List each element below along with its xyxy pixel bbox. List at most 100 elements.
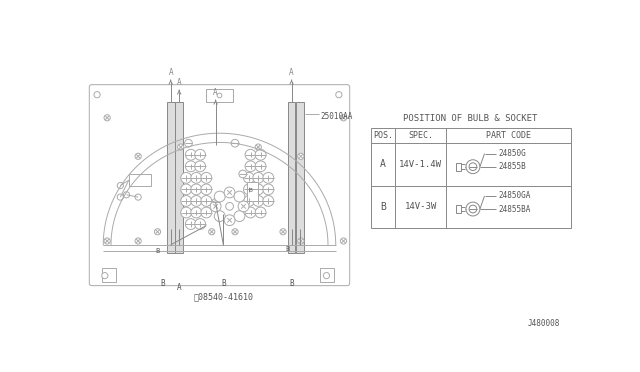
Circle shape	[226, 202, 234, 210]
Circle shape	[195, 219, 205, 230]
Circle shape	[94, 92, 100, 98]
Circle shape	[104, 238, 110, 244]
Circle shape	[178, 144, 184, 150]
Circle shape	[180, 184, 191, 195]
Circle shape	[234, 211, 245, 222]
Circle shape	[245, 150, 256, 160]
Bar	[371, 128, 571, 228]
Circle shape	[180, 196, 191, 206]
Circle shape	[224, 215, 235, 225]
Bar	[167, 102, 175, 253]
Circle shape	[104, 115, 110, 121]
Circle shape	[117, 194, 124, 200]
Circle shape	[135, 238, 141, 244]
Text: A: A	[213, 88, 218, 97]
Circle shape	[253, 196, 264, 206]
Circle shape	[280, 229, 286, 235]
Text: POS.: POS.	[373, 131, 393, 140]
Bar	[288, 102, 296, 253]
Text: A: A	[177, 283, 182, 292]
Circle shape	[191, 196, 202, 206]
Circle shape	[244, 184, 254, 195]
Circle shape	[195, 161, 205, 172]
Circle shape	[232, 229, 238, 235]
Text: 24855BA: 24855BA	[499, 205, 531, 214]
Circle shape	[214, 211, 225, 222]
Bar	[206, 89, 233, 102]
Circle shape	[214, 191, 225, 202]
Text: A: A	[168, 68, 173, 77]
FancyBboxPatch shape	[90, 85, 349, 286]
Text: B: B	[380, 202, 386, 212]
Circle shape	[466, 202, 480, 216]
Text: B: B	[289, 279, 294, 288]
Circle shape	[154, 229, 161, 235]
Circle shape	[336, 92, 342, 98]
Circle shape	[209, 229, 215, 235]
Bar	[296, 102, 304, 253]
Circle shape	[191, 184, 202, 195]
Bar	[456, 163, 461, 170]
Circle shape	[239, 170, 246, 178]
Circle shape	[255, 144, 261, 150]
Circle shape	[469, 163, 477, 170]
Text: 25010AA: 25010AA	[320, 112, 353, 121]
Circle shape	[244, 173, 254, 183]
Circle shape	[238, 201, 249, 212]
Circle shape	[244, 196, 254, 206]
Circle shape	[191, 207, 202, 218]
Bar	[456, 205, 461, 213]
Circle shape	[201, 184, 212, 195]
Circle shape	[245, 207, 256, 218]
Circle shape	[255, 150, 266, 160]
Text: A: A	[177, 78, 182, 87]
Circle shape	[263, 184, 274, 195]
Circle shape	[255, 161, 266, 172]
Circle shape	[117, 183, 124, 189]
Bar	[129, 174, 150, 186]
Circle shape	[340, 115, 347, 121]
Circle shape	[298, 238, 304, 244]
Circle shape	[263, 196, 274, 206]
Text: PART CODE: PART CODE	[486, 131, 531, 140]
Circle shape	[201, 207, 212, 218]
Text: 14V-3W: 14V-3W	[404, 202, 436, 211]
Text: B: B	[285, 246, 289, 252]
Circle shape	[255, 207, 266, 218]
Circle shape	[323, 273, 330, 279]
Circle shape	[186, 219, 196, 230]
Text: B: B	[221, 279, 226, 288]
Circle shape	[124, 192, 129, 198]
Circle shape	[186, 161, 196, 172]
Text: 24850G: 24850G	[499, 149, 526, 158]
Text: A: A	[380, 159, 386, 169]
Circle shape	[184, 140, 193, 147]
Bar	[102, 268, 116, 282]
Bar	[246, 182, 259, 201]
Circle shape	[263, 173, 274, 183]
Circle shape	[135, 194, 141, 200]
Text: J480008: J480008	[528, 319, 561, 328]
Circle shape	[234, 191, 245, 202]
Text: 24850GA: 24850GA	[499, 192, 531, 201]
Circle shape	[186, 150, 196, 160]
Text: B: B	[161, 279, 165, 288]
Text: 24855B: 24855B	[499, 162, 526, 171]
Text: B: B	[156, 248, 160, 254]
Text: A: A	[289, 68, 294, 77]
Circle shape	[253, 173, 264, 183]
Circle shape	[298, 153, 304, 159]
Circle shape	[180, 207, 191, 218]
Circle shape	[245, 161, 256, 172]
Bar	[320, 268, 334, 282]
Circle shape	[201, 196, 212, 206]
Circle shape	[231, 140, 239, 147]
Circle shape	[135, 153, 141, 159]
Circle shape	[195, 150, 205, 160]
Circle shape	[253, 184, 264, 195]
Circle shape	[180, 173, 191, 183]
Circle shape	[201, 173, 212, 183]
Text: B: B	[248, 189, 252, 193]
Circle shape	[191, 173, 202, 183]
Circle shape	[224, 187, 235, 198]
